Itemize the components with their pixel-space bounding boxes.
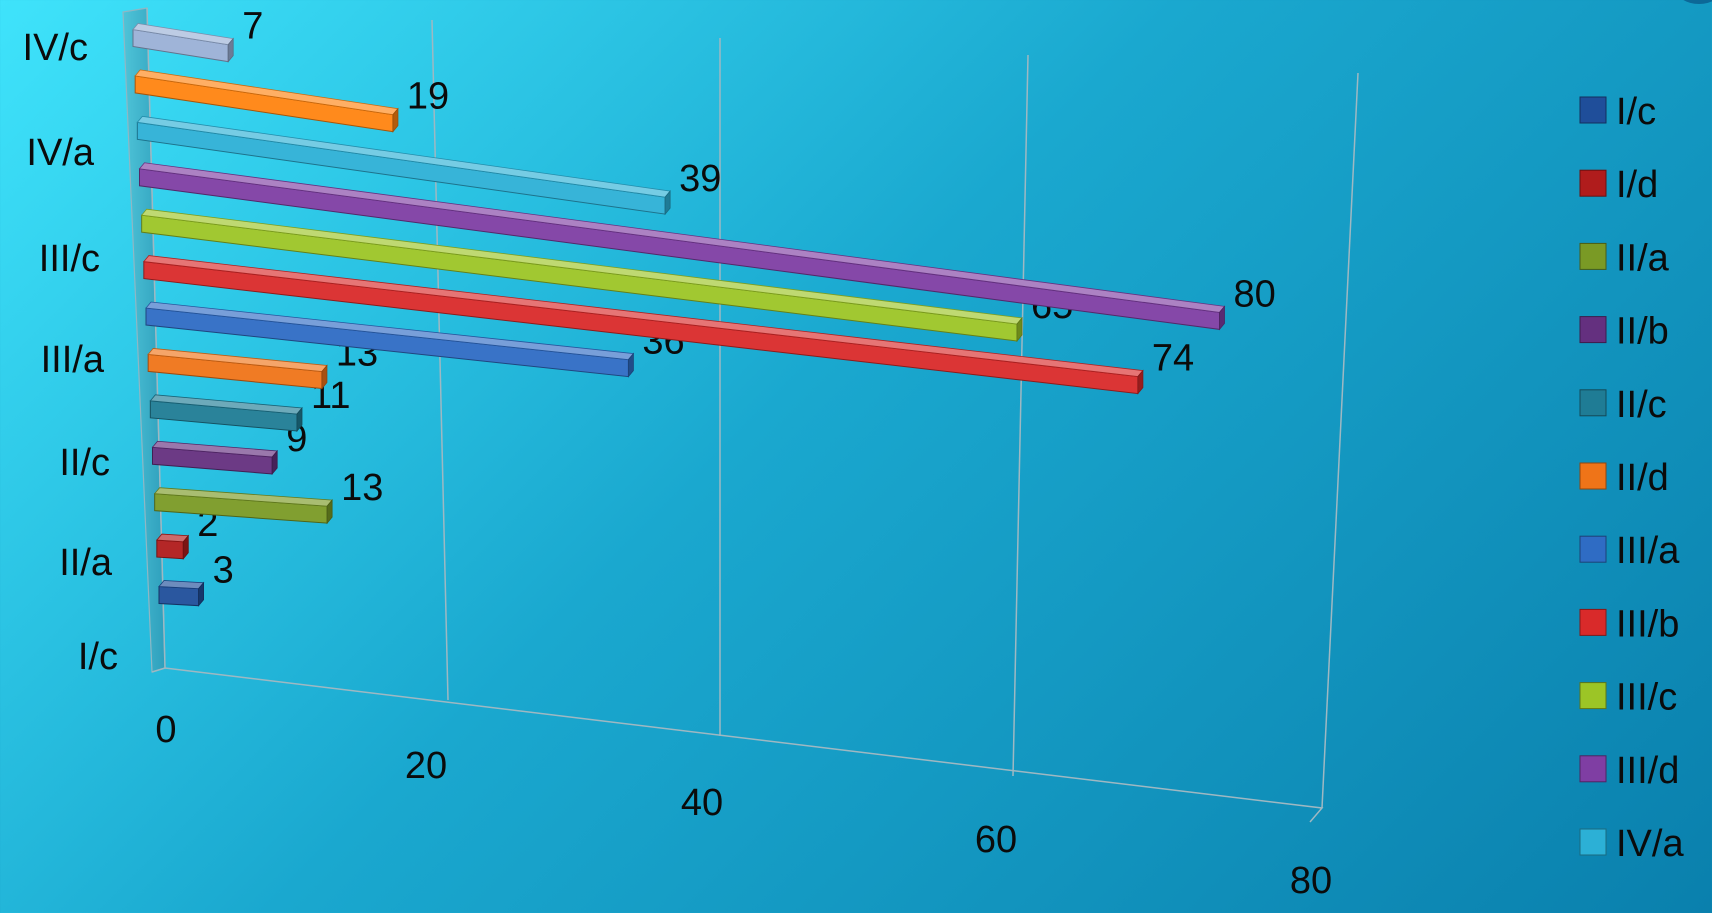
value-label: 19 — [407, 76, 449, 118]
legend-item: IV/a — [1579, 823, 1684, 865]
bar-end-II-a — [326, 499, 333, 525]
bar-end-III-d — [1219, 305, 1225, 331]
y-axis-label: II/c — [59, 442, 110, 484]
legend-swatch — [1579, 828, 1607, 856]
corner-decoration — [1676, 0, 1712, 4]
legend-item: III/c — [1579, 677, 1677, 719]
bar-end-III-c — [1016, 316, 1023, 343]
legend-swatch — [1579, 755, 1607, 783]
side-wall — [122, 7, 166, 673]
value-label: 13 — [341, 467, 383, 509]
legend-swatch — [1579, 682, 1607, 710]
y-axis-label: III/a — [41, 339, 105, 381]
bar-end-IV-b — [392, 107, 399, 133]
bar-end-I-c — [198, 581, 205, 607]
bar-I-d — [156, 539, 184, 560]
legend-swatch — [1579, 242, 1607, 270]
x-tick-label: 80 — [1290, 860, 1332, 902]
legend-swatch — [1579, 608, 1607, 636]
bar-end-IV-a — [664, 190, 671, 216]
bar-top-I-d — [156, 533, 190, 543]
bar-end-III-b — [1137, 369, 1144, 395]
gridlines — [146, 7, 1359, 823]
value-label: 3 — [213, 550, 234, 592]
legend-swatch — [1579, 169, 1607, 197]
bars: 3213911133674658039197 — [132, 6, 1276, 607]
legend-item: III/a — [1579, 530, 1680, 572]
x-tick-label: 20 — [405, 745, 447, 787]
legend-item: II/a — [1579, 237, 1670, 279]
legend-label: II/d — [1616, 457, 1669, 499]
legend-item: III/d — [1579, 750, 1679, 792]
legend-swatch — [1579, 389, 1607, 417]
value-label: 74 — [1152, 338, 1194, 380]
value-label: 7 — [242, 6, 263, 48]
legend-item: III/b — [1579, 603, 1679, 645]
x-tick-label: 60 — [975, 819, 1017, 861]
legend-label: IV/a — [1616, 823, 1684, 865]
bar-end-II-c — [296, 406, 303, 433]
y-axis-labels: I/c II/a II/c III/a III/c IV/a IV/c — [23, 27, 118, 678]
legend-label: III/d — [1616, 750, 1679, 792]
floor-edge — [151, 667, 1324, 823]
value-label: 80 — [1234, 273, 1276, 315]
legend-swatch — [1579, 316, 1607, 344]
bar-end-II-b — [271, 449, 278, 476]
legend-label: II/a — [1616, 237, 1670, 279]
legend-label: II/c — [1616, 384, 1667, 426]
legend-label: III/b — [1616, 603, 1679, 645]
legend-item: I/c — [1579, 91, 1656, 133]
y-axis-label: IV/c — [23, 27, 88, 69]
legend-swatch — [1579, 535, 1607, 563]
bar-end-III-a — [628, 352, 634, 378]
legend-item: II/c — [1579, 384, 1667, 426]
legend-item: I/d — [1579, 164, 1658, 206]
legend-label: III/a — [1616, 530, 1680, 572]
y-axis-label: III/c — [39, 238, 100, 280]
legend-swatch — [1579, 96, 1607, 124]
gridline-20 — [431, 19, 449, 701]
y-axis-label: IV/a — [26, 132, 94, 174]
gridline-80 — [1321, 72, 1359, 809]
legend-item: II/b — [1579, 311, 1669, 353]
y-axis-label: I/c — [78, 636, 118, 678]
legend-label: I/c — [1616, 91, 1656, 133]
legend-label: II/b — [1616, 311, 1669, 353]
legend-swatch — [1579, 462, 1607, 490]
x-axis-ticks: 0 20 40 60 80 — [155, 709, 1332, 902]
legend-label: I/d — [1616, 164, 1658, 206]
bar-end-II-d — [321, 364, 328, 390]
chart-walls — [122, 7, 166, 673]
legend: I/c I/d II/a II/b II/c II/d III/a III/b III/c III… — [1579, 91, 1684, 865]
gridline-60 — [1012, 54, 1029, 777]
bar-I-c — [158, 585, 200, 607]
bar-end-IV-c — [227, 37, 234, 63]
x-tick-label: 40 — [681, 782, 723, 824]
legend-label: III/c — [1616, 677, 1677, 719]
legend-item: II/d — [1579, 457, 1669, 499]
y-axis-label: II/a — [59, 542, 113, 584]
value-label: 39 — [679, 158, 721, 200]
x-tick-label: 0 — [155, 709, 176, 751]
bar-end-I-d — [182, 534, 189, 560]
